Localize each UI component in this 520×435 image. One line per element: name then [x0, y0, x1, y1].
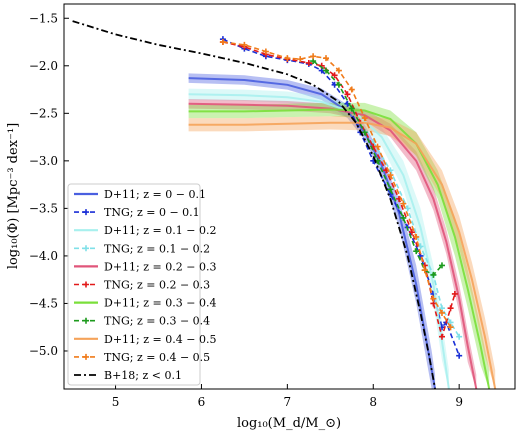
series-point	[438, 262, 445, 269]
series-point	[430, 295, 437, 302]
series-point	[305, 59, 312, 66]
legend-label: D+11; z = 0.4 − 0.5	[104, 333, 216, 346]
y-tick-label: −5.0	[29, 344, 58, 358]
series-point	[400, 200, 407, 207]
series-point	[262, 48, 269, 55]
legend-label: D+11; z = 0.3 − 0.4	[104, 297, 216, 310]
series-line	[372, 141, 460, 338]
series-line	[188, 108, 491, 389]
bands-layer	[188, 73, 496, 389]
series-point	[404, 205, 411, 212]
x-tick-label: 8	[369, 395, 377, 409]
series-point	[297, 56, 304, 63]
series-line	[188, 102, 478, 389]
y-tick-label: −1.5	[29, 11, 58, 25]
series-point	[361, 115, 368, 122]
legend-label: D+11; z = 0 − 0.1	[104, 188, 206, 201]
series-band	[188, 99, 477, 389]
legend-label: B+18; z < 0.1	[104, 369, 182, 382]
series-point	[344, 91, 351, 98]
series-point	[374, 143, 381, 150]
legend-label: TNG; z = 0.1 − 0.2	[104, 242, 210, 255]
plot-frame	[63, 3, 516, 390]
series-point	[387, 172, 394, 179]
series-point	[430, 271, 437, 278]
legend-marker	[83, 353, 89, 360]
lines-layer	[72, 20, 497, 389]
legend-label: TNG; z = 0.4 − 0.5	[104, 351, 210, 364]
series-point	[335, 67, 342, 74]
x-tick-label: 9	[455, 395, 463, 409]
series-point	[348, 105, 355, 112]
legend-label: D+11; z = 0.1 − 0.2	[104, 224, 216, 237]
y-tick-label: −4.0	[29, 249, 58, 263]
series-line	[72, 20, 436, 389]
series-point	[219, 39, 226, 46]
x-tick-label: 6	[198, 395, 206, 409]
legend-label: D+11; z = 0.2 − 0.3	[104, 260, 216, 273]
series-point	[331, 72, 338, 79]
axis-ticks: 5 6 7 8 9 −1.5 −2.0 −2.5 −3.0 −3.5 −4.0 −4.5 −5.0	[29, 11, 463, 409]
legend-marker	[83, 281, 89, 288]
series-point	[400, 214, 407, 221]
series-point	[447, 305, 454, 312]
series-line	[312, 60, 443, 276]
series-point	[408, 229, 415, 236]
series-point	[438, 333, 445, 340]
legend-marker	[83, 245, 89, 252]
x-tick-label: 7	[284, 395, 292, 409]
series-point	[284, 55, 291, 62]
series-line	[222, 41, 452, 328]
series-point	[451, 290, 458, 297]
series-point	[456, 352, 463, 359]
series-line	[222, 41, 456, 340]
x-tick-label: 5	[112, 395, 120, 409]
series-point	[413, 233, 420, 240]
series-line	[188, 121, 497, 389]
series-point	[421, 267, 428, 274]
series-point	[413, 248, 420, 255]
y-axis-label: log₁₀(Φ) [Mpc⁻³ dex⁻¹]	[6, 123, 21, 269]
legend: D+11; z = 0 − 0.1 TNG; z = 0 − 0.1 D+11; z…	[67, 183, 216, 386]
series-point	[361, 129, 368, 136]
y-tick-label: −3.5	[29, 201, 58, 215]
series-band	[188, 73, 436, 389]
series-point	[387, 186, 394, 193]
series-point	[447, 324, 454, 331]
y-tick-label: −4.5	[29, 296, 58, 310]
series-point	[348, 86, 355, 93]
legend-label: TNG; z = 0.2 − 0.3	[104, 279, 210, 292]
series-point	[323, 67, 330, 74]
series-point	[438, 309, 445, 316]
legend-label: TNG; z = 0.3 − 0.4	[104, 315, 210, 328]
series-point	[335, 81, 342, 88]
y-tick-label: −2.0	[29, 59, 58, 73]
series-point	[456, 333, 463, 340]
series-point	[323, 55, 330, 62]
series-point	[241, 41, 248, 48]
series-point	[417, 243, 424, 250]
series-point	[310, 53, 317, 60]
legend-label: TNG; z = 0 − 0.1	[104, 206, 200, 219]
legend-box	[67, 183, 201, 386]
x-axis-label: log₁₀(M_d/M_⊙)	[237, 416, 341, 431]
y-tick-label: −2.5	[29, 106, 58, 120]
legend-marker	[83, 209, 89, 216]
legend-marker	[83, 317, 89, 324]
y-tick-label: −3.0	[29, 154, 58, 168]
